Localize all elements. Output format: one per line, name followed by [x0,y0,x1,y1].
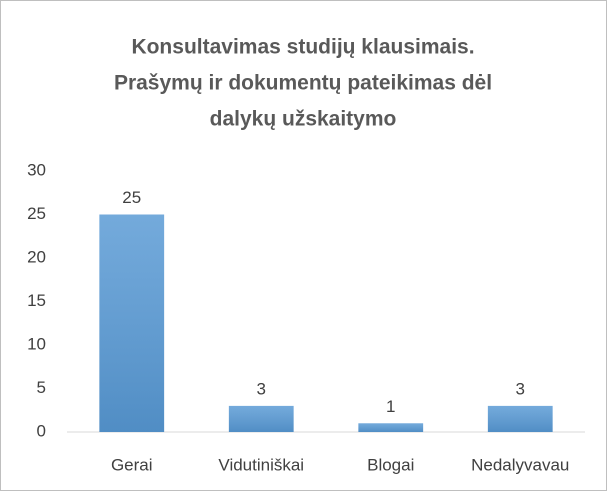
data-label: 1 [386,397,395,416]
y-tick-label: 0 [37,421,46,440]
data-label: 25 [122,188,141,207]
bar-shade [487,405,553,432]
bar-shade [228,405,294,432]
x-tick-label: Vidutiniškai [218,455,304,474]
y-tick-label: 25 [27,204,46,223]
data-label: 3 [516,379,525,398]
chart-title: Prašymų ir dokumentų pateikimas dėl [114,72,492,95]
x-tick-label: Blogai [367,455,414,474]
y-tick-label: 5 [37,378,46,397]
chart-title: Konsultavimas studijų klausimais. [131,36,474,59]
data-label: 3 [257,379,266,398]
x-tick-label: Nedalyvavau [471,455,569,474]
chart-title: dalykų užskaitymo [210,108,397,131]
x-tick-label: Gerai [111,455,153,474]
y-tick-label: 20 [27,247,46,266]
bar-shade [358,423,424,432]
y-tick-label: 30 [27,160,46,179]
y-tick-label: 15 [27,291,46,310]
y-tick-label: 10 [27,334,46,353]
bar-shade [99,214,165,432]
